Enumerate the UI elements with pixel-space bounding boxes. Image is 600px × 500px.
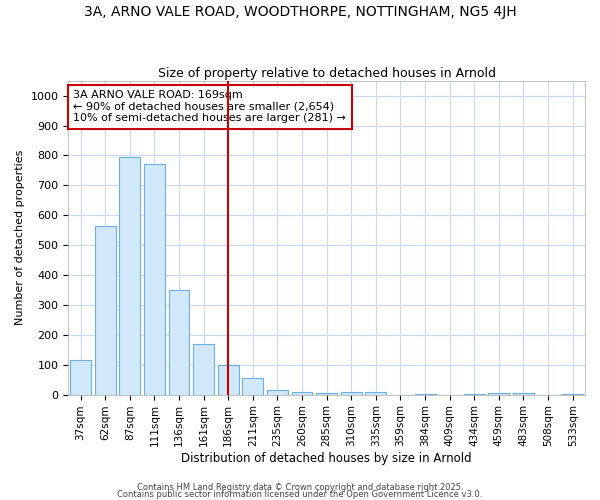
X-axis label: Distribution of detached houses by size in Arnold: Distribution of detached houses by size … (181, 452, 472, 465)
Bar (95, 226, 116, 394)
Bar (144, 164, 165, 394)
Bar (193, 344, 214, 395)
Bar (488, 393, 509, 394)
Bar (169, 290, 190, 395)
Bar (242, 378, 263, 394)
Text: Contains public sector information licensed under the Open Government Licence v3: Contains public sector information licen… (118, 490, 482, 499)
Bar (316, 393, 337, 394)
Text: Contains HM Land Registry data © Crown copyright and database right 2025.: Contains HM Land Registry data © Crown c… (137, 484, 463, 492)
Bar (70, 360, 91, 394)
Bar (267, 390, 288, 394)
Bar (341, 392, 362, 394)
Bar (119, 157, 140, 394)
Bar (365, 392, 386, 394)
Bar (292, 392, 313, 394)
Title: Size of property relative to detached houses in Arnold: Size of property relative to detached ho… (158, 66, 496, 80)
Text: 3A ARNO VALE ROAD: 169sqm
← 90% of detached houses are smaller (2,654)
10% of se: 3A ARNO VALE ROAD: 169sqm ← 90% of detac… (73, 90, 346, 124)
Bar (218, 364, 239, 394)
Bar (513, 393, 534, 394)
Text: 3A, ARNO VALE ROAD, WOODTHORPE, NOTTINGHAM, NG5 4JH: 3A, ARNO VALE ROAD, WOODTHORPE, NOTTINGH… (83, 5, 517, 19)
Y-axis label: Number of detached properties: Number of detached properties (15, 150, 25, 326)
